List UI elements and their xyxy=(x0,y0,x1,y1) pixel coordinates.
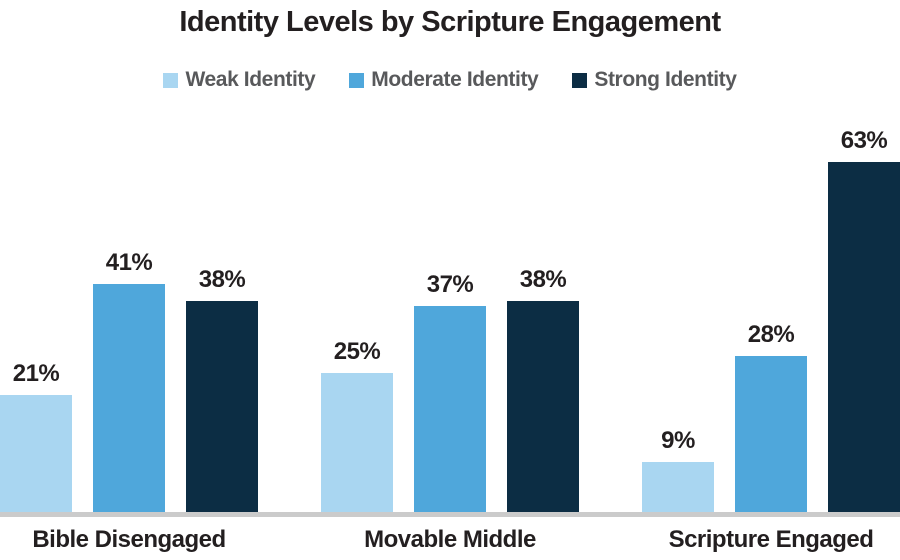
bar-groups: 21% 41% 38% 25% 37% 38% 9% 28% 63% xyxy=(0,92,900,512)
category-labels: Bible Disengaged Movable Middle Scripture … xyxy=(0,526,900,554)
bar-wrap-scripture-engaged-weak-identity: 9% xyxy=(642,427,714,512)
bar-group-scripture-engaged: 9% 28% 63% xyxy=(642,127,900,512)
bar-wrap-movable-middle-moderate-identity: 37% xyxy=(414,271,486,512)
legend-item-moderate-identity: Moderate Identity xyxy=(349,68,539,92)
bar-scripture-engaged-strong-identity xyxy=(828,162,900,512)
bar-value-label: 63% xyxy=(840,127,888,154)
legend-swatch-icon xyxy=(572,72,588,88)
bar-value-label: 25% xyxy=(333,338,381,366)
bar-value-label: 38% xyxy=(198,265,246,293)
bar-value-label: 9% xyxy=(661,427,695,454)
plot-area: 21% 41% 38% 25% 37% 38% 9% 28% 63% xyxy=(0,92,900,512)
legend-item-weak-identity: Weak Identity xyxy=(163,68,316,92)
bar-wrap-bible-disengaged-moderate-identity: 41% xyxy=(93,249,165,512)
legend-label: Weak Identity xyxy=(185,68,316,91)
legend-label: Strong Identity xyxy=(594,68,737,91)
bar-wrap-scripture-engaged-strong-identity: 63% xyxy=(828,127,900,512)
x-axis-line xyxy=(0,512,900,517)
bar-wrap-bible-disengaged-weak-identity: 21% xyxy=(0,360,72,512)
legend-label: Moderate Identity xyxy=(371,68,539,91)
bar-group-bible-disengaged: 21% 41% 38% xyxy=(0,249,258,512)
legend-item-strong-identity: Strong Identity xyxy=(572,68,737,92)
bar-wrap-movable-middle-weak-identity: 25% xyxy=(321,338,393,512)
bar-value-label: 28% xyxy=(747,321,795,349)
bar-wrap-movable-middle-strong-identity: 38% xyxy=(507,266,579,512)
category-label-bible-disengaged: Bible Disengaged xyxy=(32,526,226,553)
bar-movable-middle-strong-identity xyxy=(507,300,579,512)
bar-value-label: 38% xyxy=(519,265,567,293)
bar-movable-middle-weak-identity xyxy=(321,373,393,512)
chart-title: Identity Levels by Scripture Engagement xyxy=(179,6,721,38)
category-label-scripture-engaged: Scripture Engaged xyxy=(668,526,874,553)
bar-wrap-bible-disengaged-strong-identity: 38% xyxy=(186,266,258,512)
category-label-movable-middle: Movable Middle xyxy=(364,526,536,553)
bar-bible-disengaged-moderate-identity xyxy=(93,284,165,512)
bar-wrap-scripture-engaged-moderate-identity: 28% xyxy=(735,321,807,512)
bar-scripture-engaged-moderate-identity xyxy=(735,356,807,512)
bar-movable-middle-moderate-identity xyxy=(414,306,486,512)
bar-scripture-engaged-weak-identity xyxy=(642,462,714,512)
bar-bible-disengaged-weak-identity xyxy=(0,395,72,512)
legend-swatch-icon xyxy=(349,72,365,88)
legend: Weak Identity Moderate Identity Strong Ide… xyxy=(0,68,900,92)
bar-value-label: 21% xyxy=(12,360,60,388)
bar-group-movable-middle: 25% 37% 38% xyxy=(321,266,579,512)
bar-bible-disengaged-strong-identity xyxy=(186,300,258,512)
bar-value-label: 37% xyxy=(426,271,474,299)
bar-value-label: 41% xyxy=(105,249,153,277)
legend-swatch-icon xyxy=(163,72,179,88)
